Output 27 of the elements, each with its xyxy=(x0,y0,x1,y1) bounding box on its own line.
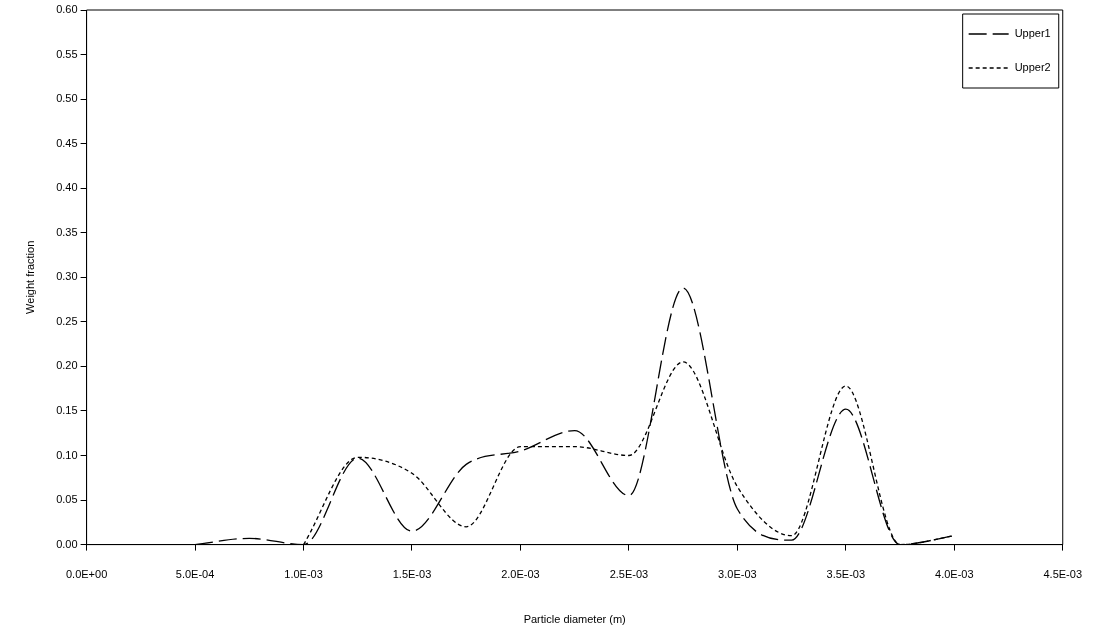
legend-label: Upper2 xyxy=(1014,61,1051,74)
y-tick-label: 0.50 xyxy=(56,92,78,105)
x-tick-label: 0.0E+00 xyxy=(65,568,108,581)
x-tick-label: 3.0E-03 xyxy=(718,568,757,581)
y-tick-label: 0.15 xyxy=(56,403,78,416)
y-axis-title: Weight fraction xyxy=(23,240,36,314)
y-tick-label: 0.10 xyxy=(56,448,78,461)
y-tick-label: 0.20 xyxy=(56,359,78,372)
x-tick-label: 2.0E-03 xyxy=(501,568,540,581)
y-tick-label: 0.35 xyxy=(56,225,78,238)
y-tick-label: 0.05 xyxy=(56,493,78,506)
y-tick-label: 0.00 xyxy=(56,537,78,550)
x-tick-label: 1.0E-03 xyxy=(284,568,323,581)
x-axis-title: Particle diameter (m) xyxy=(523,613,626,626)
y-tick-label: 0.40 xyxy=(56,181,78,194)
y-tick-label: 0.30 xyxy=(56,270,78,283)
y-tick-label: 0.55 xyxy=(56,47,78,60)
y-tick-label: 0.45 xyxy=(56,136,78,149)
x-tick-label: 5.0E-04 xyxy=(175,568,215,581)
x-tick-label: 2.5E-03 xyxy=(609,568,649,581)
x-tick-label: 4.0E-03 xyxy=(935,568,974,581)
y-tick-label: 0.60 xyxy=(56,3,78,16)
legend-label: Upper1 xyxy=(1014,27,1051,40)
y-tick-label: 0.25 xyxy=(56,314,78,327)
x-tick-label: 3.5E-03 xyxy=(826,568,866,581)
x-tick-label: 1.5E-03 xyxy=(392,568,432,581)
x-tick-label: 4.5E-03 xyxy=(1043,568,1082,581)
